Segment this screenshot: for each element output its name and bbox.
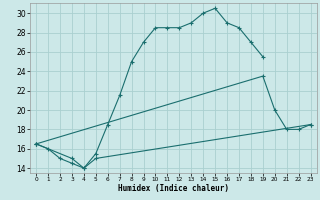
X-axis label: Humidex (Indice chaleur): Humidex (Indice chaleur): [118, 184, 229, 193]
